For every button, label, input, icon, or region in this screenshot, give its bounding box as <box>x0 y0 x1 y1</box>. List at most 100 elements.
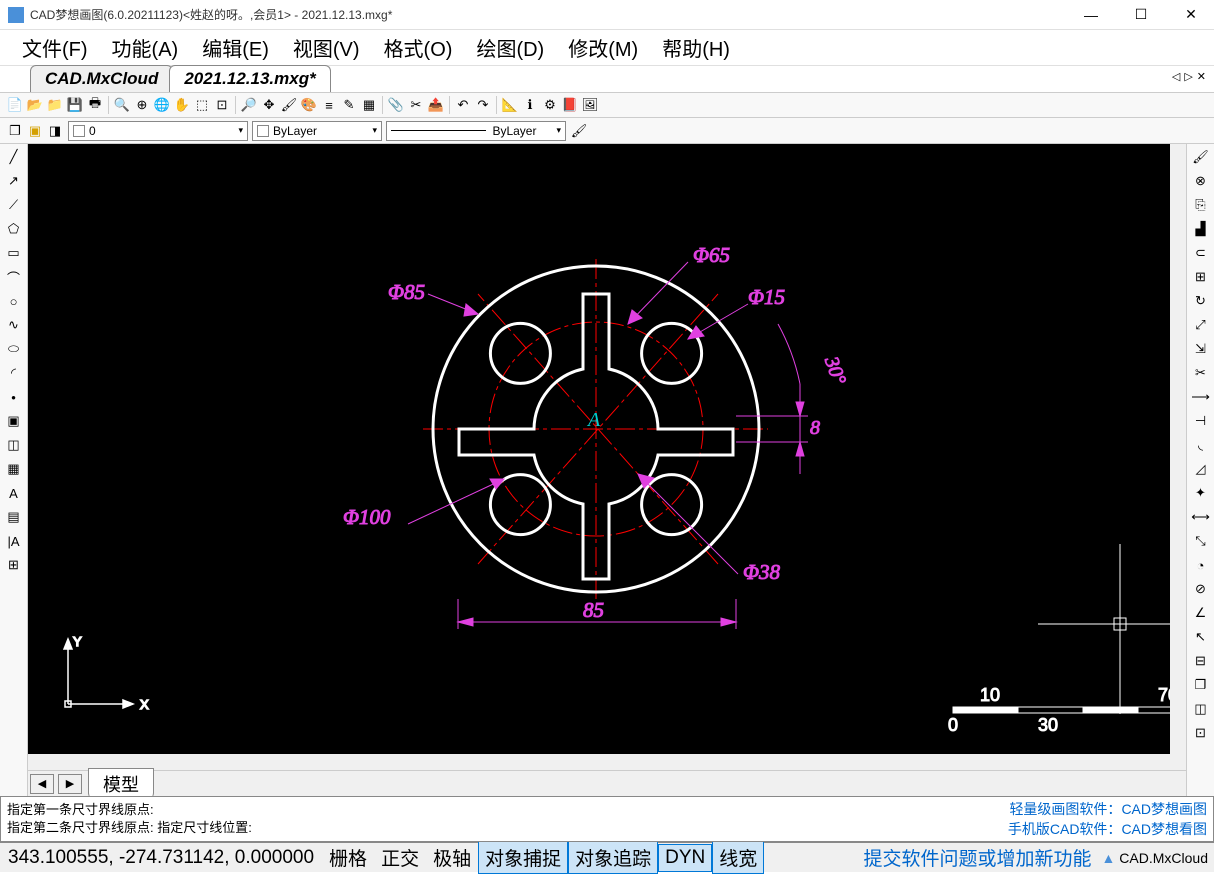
redo-icon[interactable]: ↷ <box>474 96 492 114</box>
export-icon[interactable]: 📤 <box>427 96 445 114</box>
xline-tool[interactable]: ↗ <box>5 172 23 190</box>
save-icon[interactable]: 💾 <box>66 96 84 114</box>
ellipse-tool[interactable]: ⬭ <box>5 340 23 358</box>
rotate-tool[interactable]: ↻ <box>1192 292 1210 310</box>
tab-cloud[interactable]: CAD.MxCloud <box>30 65 173 92</box>
zoom-extent-icon[interactable]: ⊡ <box>213 96 231 114</box>
settings-icon[interactable]: ⚙ <box>541 96 559 114</box>
dim-leader-tool[interactable]: ↖ <box>1192 628 1210 646</box>
layer-mgr-icon[interactable]: ❐ <box>6 122 24 140</box>
vertical-scrollbar[interactable] <box>1170 144 1186 754</box>
info-icon[interactable]: ℹ <box>521 96 539 114</box>
folder-icon[interactable]: 📁 <box>46 96 64 114</box>
layer-freeze-icon[interactable]: ◨ <box>46 122 64 140</box>
layer-selector[interactable]: 0 ▾ <box>68 121 248 141</box>
close-button[interactable]: ✕ <box>1176 5 1206 25</box>
print-icon[interactable]: 🖶 <box>86 96 104 114</box>
spline-tool[interactable]: ∿ <box>5 316 23 334</box>
command-line[interactable]: 指定第一条尺寸界线原点: 指定第二条尺寸界线原点: 指定尺寸线位置: 轻量级画图… <box>0 796 1214 842</box>
hatch-tool[interactable]: ▦ <box>5 460 23 478</box>
edit-icon[interactable]: ✎ <box>340 96 358 114</box>
rectangle-tool[interactable]: ▭ <box>5 244 23 262</box>
pan-icon[interactable]: ✋ <box>173 96 191 114</box>
stretch-tool[interactable]: ⇲ <box>1192 340 1210 358</box>
mtext-tool[interactable]: ▤ <box>5 508 23 526</box>
menu-modify[interactable]: 修改(M) <box>558 29 648 66</box>
menu-format[interactable]: 格式(O) <box>374 29 463 66</box>
measure-icon[interactable]: 📐 <box>501 96 519 114</box>
model-next-button[interactable]: ▶ <box>58 774 82 794</box>
pdf-icon[interactable]: 📕 <box>561 96 579 114</box>
menu-draw[interactable]: 绘图(D) <box>466 29 554 66</box>
polyline-tool[interactable]: ⟋ <box>5 196 23 214</box>
line-tool[interactable]: ╱ <box>5 148 23 166</box>
matchprop-tool[interactable]: 🖌 <box>1192 148 1210 166</box>
layer-copy-tool[interactable]: ❐ <box>1192 676 1210 694</box>
new-icon[interactable]: 📄 <box>6 96 24 114</box>
scale-tool[interactable]: ⤢ <box>1192 316 1210 334</box>
attach-icon[interactable]: 📎 <box>387 96 405 114</box>
model-tab[interactable]: 模型 <box>88 768 154 799</box>
tab-close-icon[interactable]: ✕ <box>1197 70 1206 83</box>
osnap-toggle[interactable]: 对象捕捉 <box>478 841 568 874</box>
menu-func[interactable]: 功能(A) <box>102 29 189 66</box>
circle-tool[interactable]: ○ <box>5 292 23 310</box>
chamfer-tool[interactable]: ◿ <box>1192 460 1210 478</box>
horizontal-scrollbar[interactable] <box>28 754 1186 770</box>
tab-next-icon[interactable]: ▷ <box>1184 70 1192 83</box>
menu-help[interactable]: 帮助(H) <box>652 29 740 66</box>
dim-continue-tool[interactable]: ⊟ <box>1192 652 1210 670</box>
model-prev-button[interactable]: ◀ <box>30 774 54 794</box>
insert-tool[interactable]: ◫ <box>5 436 23 454</box>
zoom-icon[interactable]: 🔍 <box>113 96 131 114</box>
offset-tool[interactable]: ⊂ <box>1192 244 1210 262</box>
array-tool[interactable]: ⊞ <box>1192 268 1210 286</box>
color-selector[interactable]: ByLayer ▾ <box>252 121 382 141</box>
grid-toggle[interactable]: 栅格 <box>322 841 374 874</box>
explode-tool[interactable]: ✦ <box>1192 484 1210 502</box>
layer-merge-tool[interactable]: ⊡ <box>1192 724 1210 742</box>
zoom-all-icon[interactable]: 🌐 <box>153 96 171 114</box>
undo-icon[interactable]: ↶ <box>454 96 472 114</box>
copy-tool[interactable]: ⎘ <box>1192 196 1210 214</box>
palette-icon[interactable]: 🎨 <box>300 96 318 114</box>
brush-icon[interactable]: 🖌 <box>280 96 298 114</box>
dim-radius-tool[interactable]: ◔ <box>1192 556 1210 574</box>
erase-tool[interactable]: ⊗ <box>1192 172 1210 190</box>
trim-tool[interactable]: ✂ <box>1192 364 1210 382</box>
drawing-canvas[interactable]: A 85 Φ100 Φ85 <box>28 144 1186 754</box>
dim-aligned-tool[interactable]: ⤡ <box>1192 532 1210 550</box>
lineweight-selector[interactable]: ByLayer ▾ <box>386 121 566 141</box>
polar-toggle[interactable]: 极轴 <box>426 841 478 874</box>
ellipse-arc-tool[interactable]: ◜ <box>5 364 23 382</box>
maximize-button[interactable]: ☐ <box>1126 5 1156 25</box>
menu-file[interactable]: 文件(F) <box>12 29 98 66</box>
dim-linear-tool[interactable]: ⟷ <box>1192 508 1210 526</box>
open-icon[interactable]: 📂 <box>26 96 44 114</box>
arc-tool[interactable]: ⌒ <box>5 268 23 286</box>
dimension-tool[interactable]: |A <box>5 532 23 550</box>
menu-view[interactable]: 视图(V) <box>283 29 370 66</box>
block-tool[interactable]: ▣ <box>5 412 23 430</box>
block-icon[interactable]: ▦ <box>360 96 378 114</box>
point-tool[interactable]: • <box>5 388 23 406</box>
zoom-in-icon[interactable]: ⊕ <box>133 96 151 114</box>
find-icon[interactable]: 🔎 <box>240 96 258 114</box>
extend-tool[interactable]: ⟶ <box>1192 388 1210 406</box>
polygon-tool[interactable]: ⬠ <box>5 220 23 238</box>
tab-current[interactable]: 2021.12.13.mxg* <box>169 65 330 92</box>
dim-angular-tool[interactable]: ∠ <box>1192 604 1210 622</box>
zoom-window-icon[interactable]: ⬚ <box>193 96 211 114</box>
detach-icon[interactable]: ✂ <box>407 96 425 114</box>
ad-link-1[interactable]: CAD梦想画图 <box>1121 801 1207 817</box>
move-icon[interactable]: ✥ <box>260 96 278 114</box>
lwt-toggle[interactable]: 线宽 <box>712 841 764 874</box>
brush2-icon[interactable]: 🖌 <box>570 122 588 140</box>
mirror-tool[interactable]: ▟ <box>1192 220 1210 238</box>
dyn-toggle[interactable]: DYN <box>658 844 712 872</box>
layer-iso-tool[interactable]: ◫ <box>1192 700 1210 718</box>
layer-state-icon[interactable]: ▣ <box>26 122 44 140</box>
dim-diameter-tool[interactable]: ⊘ <box>1192 580 1210 598</box>
table-tool[interactable]: ⊞ <box>5 556 23 574</box>
tab-prev-icon[interactable]: ◁ <box>1172 70 1180 83</box>
